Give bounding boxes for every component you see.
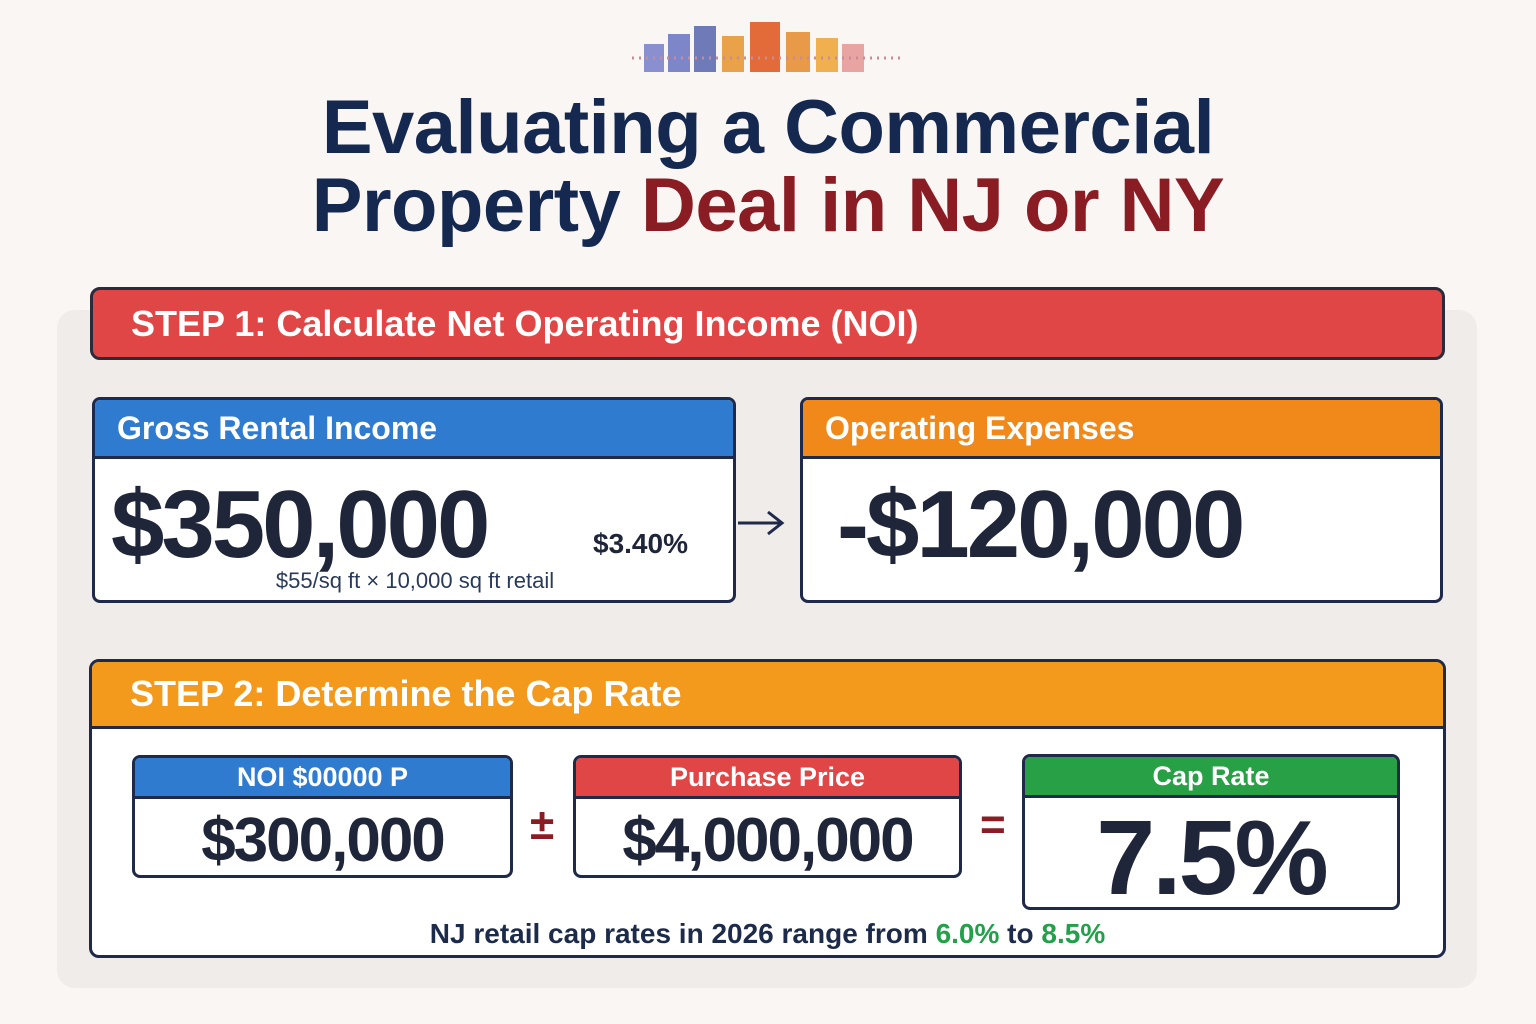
title-accent: Deal in NJ or NY bbox=[640, 163, 1225, 248]
title-text: Property bbox=[311, 163, 621, 248]
step-title: STEP 1: Calculate Net Operating Income (… bbox=[131, 302, 919, 344]
footnote-high: 8.5% bbox=[1041, 918, 1106, 949]
footnote-joiner: to bbox=[1007, 918, 1034, 949]
arrow bbox=[738, 510, 785, 536]
card-label: Operating Expenses bbox=[825, 409, 1135, 446]
card-value: -$120,000 bbox=[837, 471, 1245, 578]
operator: ± bbox=[530, 800, 555, 849]
step-header: STEP 2: Determine the Cap Rate bbox=[92, 662, 1443, 729]
cap-rate-card: Cap Rate 7.5% bbox=[1022, 754, 1400, 910]
income-card: Gross Rental Income $350,000 $3.40% $55/… bbox=[92, 397, 736, 603]
card-value: $4,000,000 bbox=[622, 806, 914, 875]
card-detail: $55/sq ft × 10,000 sq ft retail bbox=[275, 568, 555, 593]
card-value: $350,000 bbox=[111, 471, 490, 578]
footnote-text: NJ retail cap rates in 2026 range from bbox=[429, 918, 928, 949]
footnote-low: 6.0% bbox=[935, 918, 1000, 949]
card-header: Purchase Price bbox=[576, 758, 959, 799]
noi-card: NOI $00000 P $300,000 bbox=[132, 755, 513, 878]
card-label: NOI $00000 P bbox=[236, 761, 409, 792]
expense-card: Operating Expenses -$120,000 bbox=[800, 397, 1443, 603]
card-label: Cap Rate bbox=[1152, 760, 1270, 791]
operator: = bbox=[980, 800, 1006, 849]
card-header: Cap Rate bbox=[1025, 757, 1397, 798]
title-text: Evaluating a Commercial bbox=[321, 85, 1215, 170]
title-line: Evaluating a Commercial bbox=[0, 84, 1536, 171]
step-header: STEP 1: Calculate Net Operating Income (… bbox=[90, 287, 1445, 360]
skyline-icon bbox=[632, 22, 900, 72]
card-label: Gross Rental Income bbox=[117, 409, 438, 446]
side-note: $3.40% bbox=[593, 528, 688, 559]
card-value: 7.5% bbox=[1096, 799, 1329, 910]
card-label: Purchase Price bbox=[669, 761, 866, 792]
card-header: Gross Rental Income bbox=[95, 400, 733, 459]
step-title: STEP 2: Determine the Cap Rate bbox=[130, 673, 682, 714]
footnote: NJ retail cap rates in 2026 range from 6… bbox=[89, 918, 1446, 950]
price-card: Purchase Price $4,000,000 bbox=[573, 755, 962, 878]
card-header: NOI $00000 P bbox=[135, 758, 510, 799]
card-value: $300,000 bbox=[201, 806, 446, 875]
card-header: Operating Expenses bbox=[803, 400, 1440, 459]
title-line: Property Deal in NJ or NY bbox=[0, 162, 1536, 249]
